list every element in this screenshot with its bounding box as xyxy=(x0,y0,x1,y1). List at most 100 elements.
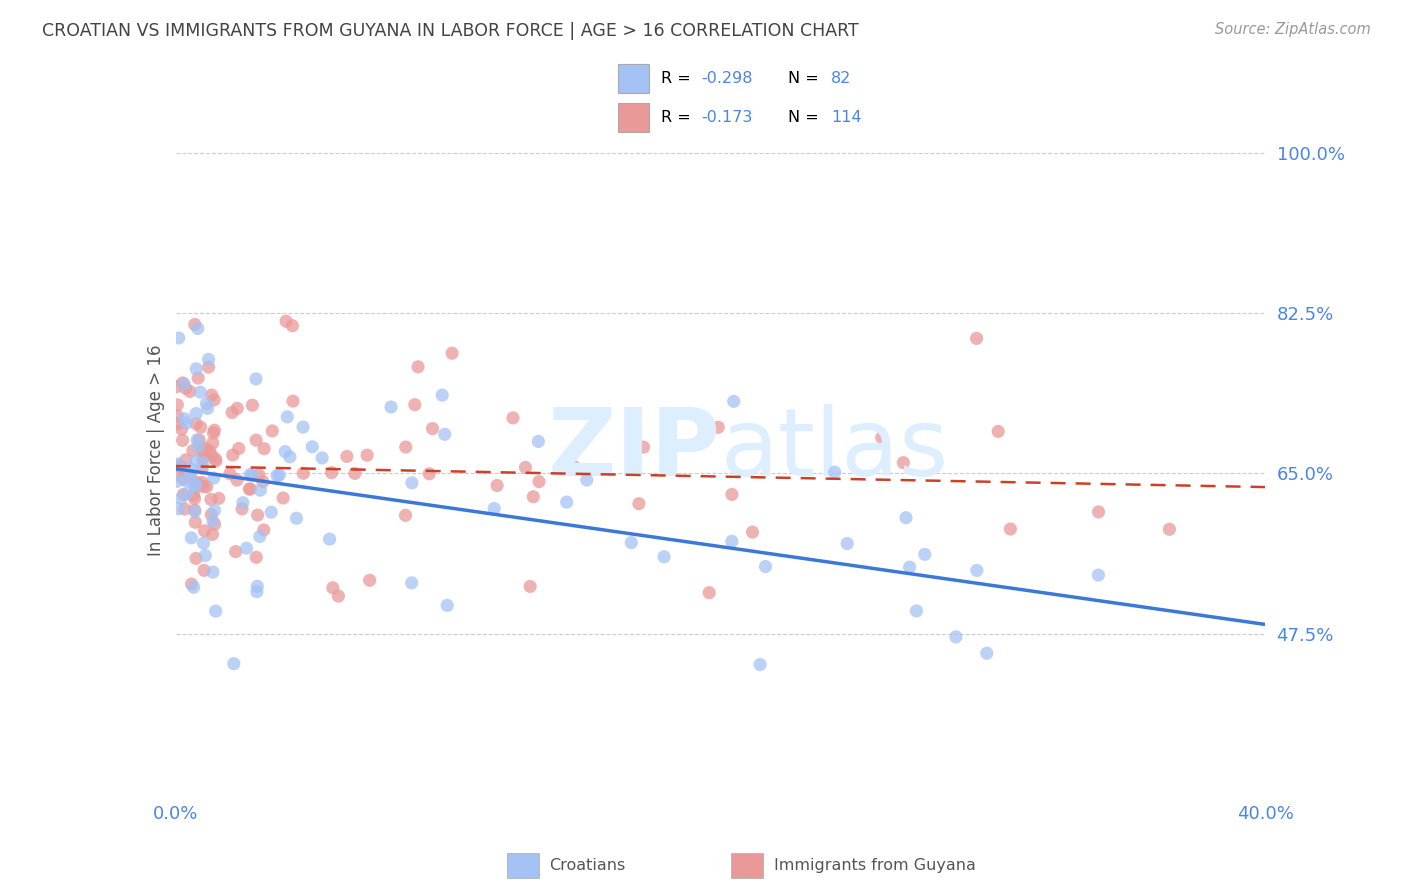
Point xyxy=(721,487,744,501)
Point xyxy=(652,549,675,564)
Point xyxy=(187,440,209,454)
Point xyxy=(741,525,763,540)
Point xyxy=(200,448,222,462)
Point xyxy=(898,560,921,574)
Point xyxy=(945,630,967,644)
Point xyxy=(356,448,378,462)
Point xyxy=(242,398,264,412)
Point xyxy=(172,487,194,501)
Point xyxy=(987,425,1010,439)
Point xyxy=(202,426,225,441)
Point xyxy=(697,585,720,599)
Point xyxy=(187,321,209,335)
Point xyxy=(172,434,194,448)
Point xyxy=(183,478,205,492)
Point xyxy=(278,450,301,464)
Point xyxy=(527,475,550,489)
Point xyxy=(172,472,194,486)
Point xyxy=(184,478,207,492)
Point xyxy=(271,491,294,505)
Point xyxy=(519,579,541,593)
Point xyxy=(186,433,208,447)
Point xyxy=(202,392,225,407)
Point xyxy=(232,496,254,510)
Point xyxy=(170,459,193,474)
Point xyxy=(191,461,214,475)
Point xyxy=(188,433,211,447)
Point xyxy=(966,331,988,345)
Point xyxy=(193,480,215,494)
Point xyxy=(222,448,245,462)
Point xyxy=(418,467,440,481)
Point xyxy=(180,531,202,545)
Point xyxy=(239,467,262,482)
Point xyxy=(406,359,429,374)
Point xyxy=(193,441,215,455)
Text: -0.298: -0.298 xyxy=(702,71,752,87)
Point xyxy=(200,508,222,522)
Point xyxy=(281,318,304,333)
Point xyxy=(1087,505,1109,519)
Point xyxy=(824,465,846,479)
Point xyxy=(167,331,190,345)
Point xyxy=(276,314,298,328)
Point xyxy=(318,532,340,546)
Point xyxy=(186,407,208,421)
Point xyxy=(527,434,550,449)
Point xyxy=(190,420,212,434)
Point xyxy=(174,381,197,395)
Point xyxy=(198,443,221,458)
Point xyxy=(311,450,333,465)
Point xyxy=(336,450,359,464)
Point xyxy=(180,577,202,591)
Point xyxy=(245,433,267,447)
Point xyxy=(201,388,224,402)
Point xyxy=(204,503,226,517)
Point xyxy=(914,547,936,561)
Point xyxy=(321,466,343,480)
Point xyxy=(204,517,226,532)
Point xyxy=(395,440,418,454)
Point xyxy=(188,385,211,400)
Point xyxy=(380,400,402,414)
Point xyxy=(193,524,215,538)
Point xyxy=(482,501,505,516)
Point xyxy=(245,550,267,565)
Point xyxy=(253,523,276,537)
Point xyxy=(1000,522,1022,536)
Point xyxy=(167,417,190,431)
Point xyxy=(202,471,225,485)
Point xyxy=(422,422,444,436)
Point xyxy=(184,318,207,332)
Point xyxy=(166,409,188,423)
Point xyxy=(201,565,224,579)
Point xyxy=(252,475,274,489)
Point xyxy=(276,409,298,424)
Point xyxy=(167,457,190,471)
Point xyxy=(749,657,772,672)
Point xyxy=(266,468,288,483)
Point xyxy=(1087,568,1109,582)
Point xyxy=(184,504,207,518)
Point xyxy=(262,424,284,438)
Point xyxy=(301,440,323,454)
Point xyxy=(328,589,350,603)
Point xyxy=(249,529,271,543)
Point xyxy=(204,604,226,618)
Point xyxy=(200,492,222,507)
Y-axis label: In Labor Force | Age > 16: In Labor Force | Age > 16 xyxy=(146,344,165,557)
Point xyxy=(166,398,188,412)
Point xyxy=(1159,522,1181,536)
Text: R =: R = xyxy=(661,110,696,125)
Point xyxy=(174,452,197,467)
Text: -0.173: -0.173 xyxy=(702,110,752,125)
Point xyxy=(269,468,291,483)
Text: ZIP: ZIP xyxy=(548,404,721,497)
Point xyxy=(620,535,643,549)
Point xyxy=(179,469,201,483)
Point xyxy=(187,371,209,385)
Point xyxy=(183,503,205,517)
Point xyxy=(292,420,315,434)
Text: N =: N = xyxy=(787,71,824,87)
Point xyxy=(627,497,650,511)
